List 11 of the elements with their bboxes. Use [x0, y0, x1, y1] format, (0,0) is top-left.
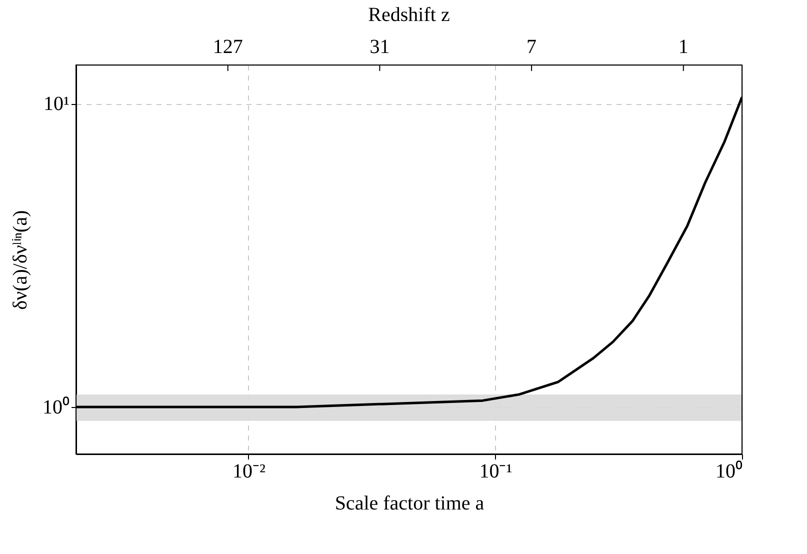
text: 1 — [678, 36, 688, 58]
x-axis-title: Scale factor time a — [334, 492, 484, 514]
x-tick-label: 10⁻² — [232, 460, 266, 482]
text: 7 — [526, 36, 537, 58]
x2-axis-title: Redshift z — [368, 4, 450, 26]
text: 127 — [212, 36, 243, 58]
text: 31 — [370, 36, 390, 58]
x-tick-label: 10⁻¹ — [479, 460, 512, 482]
x-tick-label: 10⁰ — [716, 460, 742, 482]
y-tick-label: 10¹ — [44, 93, 70, 116]
y-axis-title: δν(a)/δνˡⁱⁿ(a) — [10, 210, 32, 310]
